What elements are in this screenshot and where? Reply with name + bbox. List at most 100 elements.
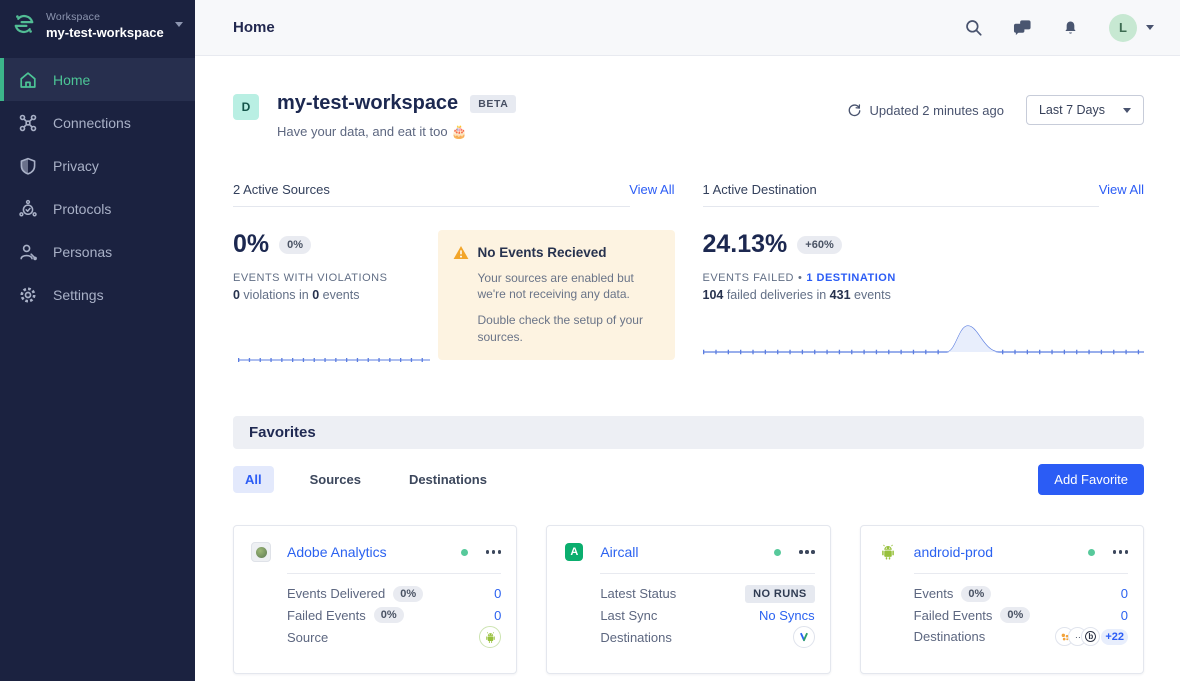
sidebar-item-label: Settings bbox=[53, 286, 104, 303]
sidebar-item-home[interactable]: Home bbox=[0, 58, 195, 101]
sidebar-item-label: Privacy bbox=[53, 157, 99, 174]
destinations-panel-title: 1 Active Destination bbox=[702, 182, 817, 197]
refresh-status[interactable]: Updated 2 minutes ago bbox=[847, 103, 1004, 118]
add-favorite-button[interactable]: Add Favorite bbox=[1038, 464, 1144, 495]
workspace-subtitle: Have your data, and eat it too 🎂 bbox=[277, 124, 468, 139]
workspace-name: my-test-workspace bbox=[46, 25, 164, 40]
warning-icon bbox=[453, 246, 468, 259]
sources-view-all-link[interactable]: View All bbox=[629, 182, 675, 197]
status-dot bbox=[1087, 548, 1095, 556]
android-icon[interactable] bbox=[479, 626, 502, 648]
workspace-initial-badge: D bbox=[233, 94, 259, 120]
user-menu[interactable]: L bbox=[1109, 13, 1154, 42]
workspace-header: D my-test-workspace BETA Have your data,… bbox=[233, 92, 1144, 140]
home-icon bbox=[20, 71, 36, 88]
adwords-icon[interactable] bbox=[792, 626, 815, 648]
topbar: Home bbox=[195, 0, 1180, 56]
no-runs-badge: NO RUNS bbox=[745, 584, 815, 603]
favorite-card-adobe-analytics: Adobe Analytics Events Delivered 0% 0 Fai… bbox=[233, 525, 518, 674]
aircall-icon: A bbox=[565, 543, 584, 561]
events-delivered-value[interactable]: 0 bbox=[494, 586, 502, 602]
violations-sparkline bbox=[238, 358, 430, 362]
row-percent-badge: 0% bbox=[373, 607, 404, 624]
tab-sources[interactable]: Sources bbox=[309, 472, 361, 487]
workspace-label: Workspace bbox=[46, 11, 101, 23]
no-events-warning-card: No Events Recieved Your sources are enab… bbox=[437, 230, 675, 360]
row-label: Failed Events bbox=[913, 607, 993, 623]
failed-events-value[interactable]: 0 bbox=[1120, 607, 1128, 623]
failed-percent: 24.13% bbox=[702, 230, 788, 258]
violations-label: EVENTS WITH VIOLATIONS bbox=[233, 272, 388, 284]
privacy-shield-icon bbox=[20, 157, 36, 175]
more-destinations-count[interactable]: +22 bbox=[1101, 628, 1128, 645]
personas-icon bbox=[20, 244, 37, 260]
row-label: Events Delivered bbox=[287, 586, 386, 602]
sidebar-item-label: Personas bbox=[53, 243, 113, 260]
events-value[interactable]: 0 bbox=[1120, 586, 1128, 602]
more-menu-icon[interactable] bbox=[1112, 546, 1128, 558]
tab-all[interactable]: All bbox=[233, 466, 274, 493]
violations-detail: 0 violations in 0 events bbox=[233, 288, 360, 302]
tab-destinations[interactable]: Destinations bbox=[408, 472, 487, 487]
more-menu-icon[interactable] bbox=[485, 546, 502, 558]
chevron-down-icon bbox=[1146, 25, 1154, 30]
row-percent-badge: 0% bbox=[1000, 607, 1031, 624]
card-title-link[interactable]: Adobe Analytics bbox=[287, 544, 387, 560]
failed-label: EVENTS FAILED • 1 DESTINATION bbox=[702, 272, 896, 284]
favorites-header: Favorites bbox=[233, 416, 1144, 449]
failed-events-sparkline bbox=[702, 325, 1144, 355]
avatar[interactable]: L bbox=[1109, 13, 1137, 42]
main-content: D my-test-workspace BETA Have your data,… bbox=[195, 56, 1180, 681]
violations-delta-badge: 0% bbox=[279, 235, 312, 254]
sidebar-item-privacy[interactable]: Privacy bbox=[0, 144, 195, 187]
sidebar-item-personas[interactable]: Personas bbox=[0, 230, 195, 273]
destination-icons-cluster[interactable]: ·· b +22 bbox=[1055, 627, 1128, 647]
favorite-card-aircall: A Aircall Latest Status NO RUNS Last Syn… bbox=[546, 525, 831, 674]
beta-badge: BETA bbox=[470, 94, 517, 113]
sidebar-item-settings[interactable]: Settings bbox=[0, 273, 195, 316]
destination-link[interactable]: 1 DESTINATION bbox=[806, 272, 896, 284]
warning-line2: Double check the setup of your sources. bbox=[477, 313, 643, 344]
row-label: Failed Events bbox=[287, 607, 366, 623]
sidebar-item-label: Connections bbox=[53, 114, 131, 131]
connections-icon bbox=[19, 114, 37, 131]
chat-icon[interactable] bbox=[1013, 19, 1032, 37]
status-dot bbox=[460, 548, 468, 556]
more-menu-icon[interactable] bbox=[799, 546, 815, 558]
sidebar-nav: Home Connections Privacy bbox=[0, 58, 195, 316]
row-label: Last Sync bbox=[600, 607, 658, 623]
time-range-value: Last 7 Days bbox=[1038, 103, 1105, 117]
destinations-view-all-link[interactable]: View All bbox=[1098, 182, 1144, 197]
bell-icon[interactable] bbox=[1062, 19, 1079, 37]
sidebar: Workspace my-test-workspace Home Connect… bbox=[0, 0, 195, 681]
sidebar-item-protocols[interactable]: Protocols bbox=[0, 187, 195, 230]
destination-icon: b bbox=[1081, 627, 1101, 647]
card-title-link[interactable]: android-prod bbox=[913, 544, 994, 560]
row-label: Source bbox=[287, 629, 329, 645]
favorites-title: Favorites bbox=[249, 424, 316, 441]
workspace-title: my-test-workspace bbox=[277, 92, 459, 114]
search-icon[interactable] bbox=[964, 18, 983, 37]
chevron-down-icon bbox=[1123, 107, 1131, 113]
workspace-switcher[interactable]: Workspace my-test-workspace bbox=[0, 0, 195, 54]
favorites-tabs: All Sources Destinations bbox=[233, 466, 499, 493]
updated-text: Updated 2 minutes ago bbox=[869, 102, 1004, 118]
segment-logo-icon bbox=[13, 11, 35, 40]
settings-gear-icon bbox=[20, 287, 36, 302]
warning-title: No Events Recieved bbox=[477, 245, 607, 260]
failed-events-value[interactable]: 0 bbox=[494, 607, 502, 623]
destinations-panel: 1 Active Destination View All 24.13% +60… bbox=[702, 182, 1144, 360]
row-label: Destinations bbox=[600, 629, 672, 645]
card-title-link[interactable]: Aircall bbox=[600, 544, 639, 560]
no-syncs-link[interactable]: No Syncs bbox=[759, 607, 815, 623]
sidebar-item-connections[interactable]: Connections bbox=[0, 101, 195, 144]
failed-delta-badge: +60% bbox=[797, 235, 842, 254]
row-percent-badge: 0% bbox=[393, 585, 424, 602]
row-label: Destinations bbox=[913, 629, 986, 645]
row-percent-badge: 0% bbox=[961, 585, 992, 602]
favorite-card-android-prod: android-prod Events 0% 0 Failed Events 0% … bbox=[859, 525, 1144, 674]
sidebar-item-label: Protocols bbox=[53, 200, 112, 217]
time-range-dropdown[interactable]: Last 7 Days bbox=[1025, 95, 1144, 125]
protocols-icon bbox=[19, 199, 37, 216]
refresh-icon bbox=[848, 103, 860, 116]
